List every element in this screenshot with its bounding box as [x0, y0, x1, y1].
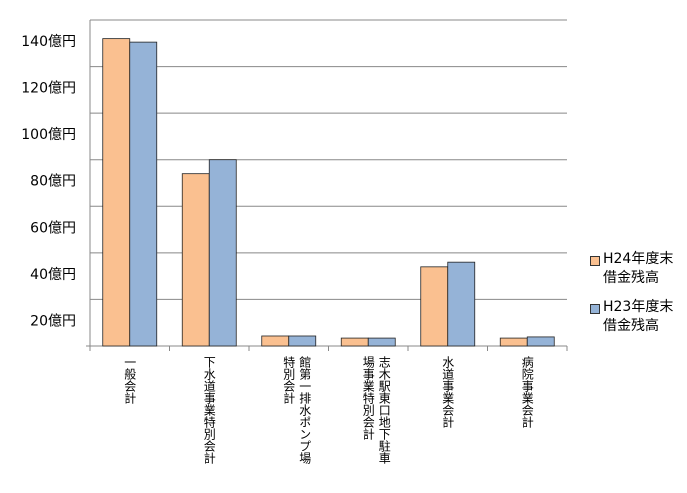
y-tick-label: 60億円: [30, 220, 76, 236]
x-tick-label: 館第一排水ポンプ場特別会計: [281, 356, 312, 464]
legend-label: H23年度末借金残高: [603, 299, 674, 334]
bar: [526, 336, 555, 347]
x-tick-label: 病院事業会計: [520, 356, 535, 428]
bar: [367, 337, 396, 347]
legend-label: H24年度末借金残高: [603, 251, 674, 286]
bar: [102, 38, 131, 347]
legend-swatch: [590, 304, 600, 314]
x-tick-label: 一般会計: [122, 356, 137, 404]
y-tick-label: 100億円: [21, 127, 76, 143]
bar: [181, 173, 210, 347]
x-tick-label: 下水道事業特別会計: [202, 356, 217, 464]
bar: [208, 159, 237, 347]
bar: [499, 337, 528, 347]
bar: [447, 261, 476, 347]
bar: [340, 337, 369, 347]
x-tick-label: 水道事業会計: [440, 356, 455, 428]
bar: [288, 335, 317, 347]
legend-swatch: [590, 256, 600, 266]
y-tick-label: 120億円: [21, 81, 76, 97]
y-tick-label: 20億円: [30, 313, 76, 329]
y-tick-label: 40億円: [30, 267, 76, 283]
y-tick-label: 80億円: [30, 174, 76, 190]
bar: [129, 41, 158, 347]
bar: [261, 335, 290, 347]
x-tick-label: 志木駅東口地下駐車場事業特別会計: [361, 356, 392, 464]
y-tick-label: 140億円: [21, 34, 76, 50]
bar: [420, 266, 449, 347]
